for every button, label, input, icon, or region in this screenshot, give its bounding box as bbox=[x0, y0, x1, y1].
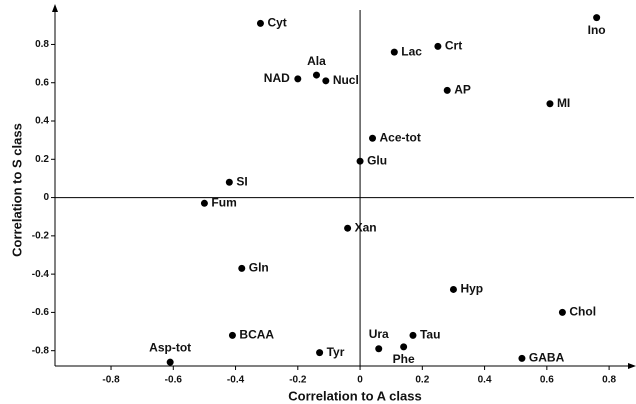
point-label: Asp-tot bbox=[149, 340, 191, 354]
x-tick-label: -0.6 bbox=[165, 375, 183, 386]
point-label: Lac bbox=[401, 44, 422, 58]
point bbox=[449, 285, 457, 293]
point-label: Phe bbox=[393, 352, 415, 366]
point-label: Tau bbox=[420, 328, 440, 342]
point bbox=[546, 100, 554, 108]
point bbox=[369, 134, 377, 142]
y-tick-label: 0 bbox=[43, 192, 49, 203]
point-label: Ace-tot bbox=[380, 130, 421, 144]
x-tick-label: -0.4 bbox=[227, 375, 245, 386]
point-label: Tyr bbox=[327, 345, 345, 359]
point-label: MI bbox=[557, 96, 570, 110]
y-tick-label: 0.4 bbox=[35, 116, 49, 127]
point-label: Fum bbox=[211, 195, 236, 209]
point bbox=[166, 358, 174, 366]
y-tick-label: -0.4 bbox=[32, 269, 50, 280]
point bbox=[225, 178, 233, 186]
point bbox=[400, 343, 408, 351]
point-label: Hyp bbox=[460, 282, 483, 296]
point bbox=[238, 264, 246, 272]
x-tick-label: 0.2 bbox=[415, 375, 429, 386]
point-label: SI bbox=[236, 174, 247, 188]
point-label: Crt bbox=[445, 39, 462, 53]
point bbox=[256, 19, 264, 27]
point bbox=[200, 199, 208, 207]
point bbox=[518, 354, 526, 362]
point bbox=[294, 75, 302, 83]
y-tick-label: 0.2 bbox=[35, 154, 49, 165]
point-label: GABA bbox=[529, 351, 565, 365]
point-label: Nucl bbox=[333, 73, 359, 87]
x-tick-label: 0.8 bbox=[602, 375, 616, 386]
point bbox=[312, 71, 320, 79]
x-tick-label: 0 bbox=[357, 375, 363, 386]
point bbox=[593, 14, 601, 22]
point bbox=[558, 308, 566, 316]
y-tick-label: -0.6 bbox=[32, 307, 50, 318]
y-tick-label: -0.2 bbox=[32, 230, 50, 241]
x-tick-label: -0.2 bbox=[289, 375, 307, 386]
x-tick-label: -0.8 bbox=[102, 375, 120, 386]
point-label: AP bbox=[454, 83, 471, 97]
x-tick-label: 0.6 bbox=[540, 375, 554, 386]
y-tick-label: 0.6 bbox=[35, 77, 49, 88]
point-label: Gln bbox=[249, 261, 269, 275]
point bbox=[356, 157, 364, 165]
point bbox=[344, 224, 352, 232]
point-label: Glu bbox=[367, 153, 387, 167]
point bbox=[316, 349, 324, 357]
point bbox=[228, 331, 236, 339]
point bbox=[375, 345, 383, 353]
point-label: BCAA bbox=[239, 328, 274, 342]
point-label: Ino bbox=[588, 23, 606, 37]
point-label: Cyt bbox=[267, 16, 286, 30]
y-tick-label: 0.8 bbox=[35, 39, 49, 50]
point bbox=[443, 86, 451, 94]
point-label: Chol bbox=[569, 305, 596, 319]
point-label: Ura bbox=[369, 327, 389, 341]
point bbox=[434, 42, 442, 50]
point bbox=[409, 331, 417, 339]
point bbox=[322, 77, 330, 85]
point bbox=[390, 48, 398, 56]
point-label: NAD bbox=[264, 71, 290, 85]
point-label: Xan bbox=[355, 220, 377, 234]
y-axis-title: Correlation to S class bbox=[9, 123, 24, 257]
point-label: Ala bbox=[307, 54, 326, 68]
y-tick-label: -0.8 bbox=[32, 345, 50, 356]
x-tick-label: 0.4 bbox=[478, 375, 492, 386]
x-axis-title: Correlation to A class bbox=[288, 388, 421, 403]
